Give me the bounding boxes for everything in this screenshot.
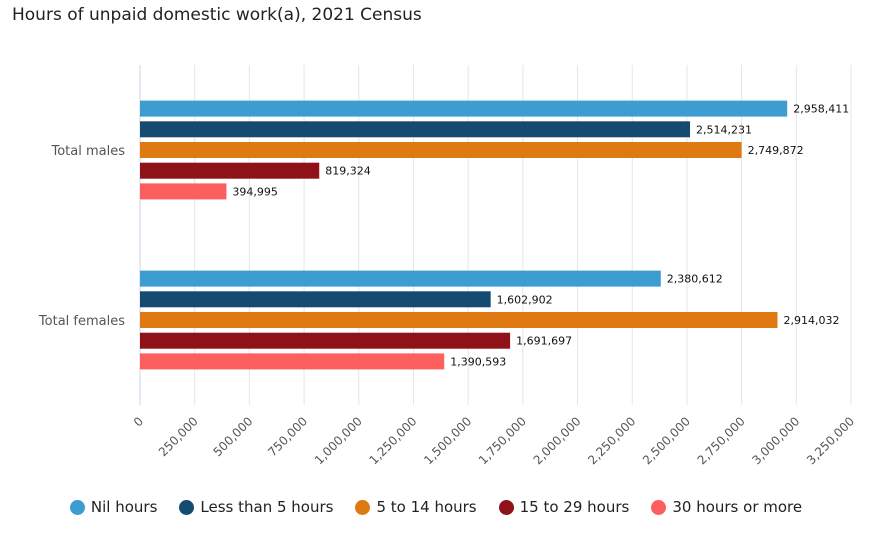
data-label: 394,995 [232,185,278,198]
legend-item[interactable]: Nil hours [69,498,158,516]
legend-item[interactable]: 5 to 14 hours [355,498,477,516]
legend-label: 15 to 29 hours [519,498,630,516]
data-label: 1,602,902 [497,293,553,306]
bar [140,312,778,328]
x-tick-label: 500,000 [211,414,256,459]
bar [140,142,742,158]
x-tick-label: 2,000,000 [531,414,584,467]
legend-label: Nil hours [90,498,158,516]
x-tick-label: 1,750,000 [476,414,529,467]
data-label: 2,958,411 [793,103,849,116]
x-tick-label: 1,000,000 [312,414,365,467]
x-tick-label: 250,000 [156,414,201,459]
data-label: 1,691,697 [516,335,572,348]
x-tick-label: 1,250,000 [366,414,419,467]
bar [140,353,445,370]
bar [140,332,511,349]
bar [140,291,491,308]
x-tick-label: 0 [131,414,146,429]
chart-title: Hours of unpaid domestic work(a), 2021 C… [12,5,422,25]
bar [140,162,320,179]
data-label: 819,324 [325,165,371,178]
legend-item[interactable]: Less than 5 hours [179,498,333,516]
bar [140,270,661,287]
x-tick-label: 1,500,000 [421,414,474,467]
x-tick-label: 3,250,000 [804,414,857,467]
data-label: 2,749,872 [748,144,804,157]
legend-marker-icon [179,499,195,515]
bar [140,121,691,138]
bar-chart: 0 250,000 500,000 750,000 1,000,000 1,250,000… [38,65,857,467]
legend: Nil hours Less than 5 hours 5 to 14 hours 1… [0,498,872,516]
category-label: Total males [50,144,125,159]
x-tick-label: 2,500,000 [640,414,693,467]
x-tick-label: 750,000 [265,414,310,459]
x-tick-label: 2,250,000 [585,414,638,467]
data-label: 2,514,231 [696,123,752,136]
data-label: 1,390,593 [450,355,506,368]
legend-label: 30 hours or more [672,498,803,516]
legend-item[interactable]: 15 to 29 hours [498,498,630,516]
x-tick-label: 2,750,000 [695,414,748,467]
legend-marker-icon [651,499,667,515]
data-label: 2,914,032 [784,314,840,327]
x-tick-label: 3,000,000 [749,414,802,467]
bar [140,183,227,200]
legend-marker-icon [498,499,514,515]
legend-label: 5 to 14 hours [376,498,477,516]
category-label: Total females [38,314,125,329]
bar [140,100,788,117]
legend-item[interactable]: 30 hours or more [651,498,802,516]
legend-label: Less than 5 hours [200,498,334,516]
legend-marker-icon [69,499,85,515]
data-label: 2,380,612 [667,273,723,286]
legend-marker-icon [355,499,371,515]
